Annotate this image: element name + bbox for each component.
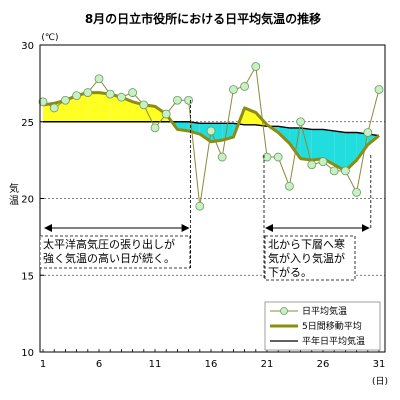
daily-temp-point — [374, 85, 384, 94]
below-normal-area — [311, 129, 323, 161]
x-tick-label: 6 — [96, 359, 102, 370]
daily-temp-point — [161, 109, 171, 119]
daily-temp-point — [296, 117, 306, 127]
annotation-text: 北から下層へ寒 — [268, 237, 345, 251]
y-tick-label: 15 — [21, 271, 34, 282]
x-unit-label: (日) — [372, 376, 388, 387]
daily-temp-point — [105, 89, 115, 99]
below-normal-area — [356, 132, 368, 161]
daily-temp-group — [38, 62, 384, 211]
daily-temp-point — [340, 166, 350, 176]
anomaly-fill — [43, 92, 379, 171]
daily-temp-point — [150, 123, 160, 133]
annotation-box — [264, 235, 356, 281]
normal-line-group — [43, 121, 380, 137]
daily-temp-point — [284, 181, 294, 191]
legend-entry-label: 平年日平均気温 — [302, 335, 365, 347]
daily-temp-point — [139, 100, 149, 110]
daily-temp-point — [61, 95, 70, 105]
y-axis-label-char: 温 — [9, 195, 19, 207]
y-axis-label: 気温 — [9, 182, 19, 207]
daily-temp-point — [184, 95, 194, 105]
x-tick-label: 31 — [373, 359, 386, 370]
daily-temp-point — [363, 128, 373, 137]
daily-temp-point — [307, 160, 317, 170]
daily-temp-point — [72, 91, 81, 101]
y-axis-label-char: 気 — [9, 182, 19, 195]
x-tick-label: 1 — [40, 359, 46, 370]
daily-temp-point — [251, 62, 261, 71]
legend-daily-marker — [280, 307, 288, 315]
daily-temp-point — [217, 152, 227, 162]
x-tick-label: 11 — [149, 359, 162, 370]
legend-entry-label: 5日間移動平均 — [302, 320, 362, 332]
below-normal-area — [323, 129, 335, 165]
y-unit-label: (℃) — [41, 33, 58, 43]
daily-temp-point — [83, 88, 93, 97]
x-tick-label: 16 — [205, 359, 218, 370]
y-tick-label: 20 — [21, 195, 34, 206]
annotation-box — [39, 235, 191, 269]
x-tick-label: 21 — [261, 359, 274, 370]
chart-title: 8月の日立市役所における日平均気温の推移 — [85, 11, 321, 26]
above-normal-area — [110, 94, 122, 122]
above-normal-area — [76, 92, 88, 122]
daily-temp-point — [262, 152, 272, 162]
above-normal-area — [121, 97, 133, 122]
y-tick-label: 25 — [21, 118, 34, 129]
daily-temp-point — [117, 92, 126, 102]
x-tick-label: 26 — [317, 359, 330, 370]
y-tick-label: 30 — [21, 41, 34, 52]
daily-temp-point — [206, 126, 216, 136]
below-normal-area — [222, 123, 234, 141]
below-normal-area — [334, 130, 346, 171]
above-normal-area — [143, 104, 155, 122]
annotation-text: 強く気温の高い日が続く。 — [43, 251, 175, 265]
annotation-text: 太平洋高気圧の張り出しが — [43, 237, 175, 251]
daily-temp-point — [273, 152, 283, 162]
daily-temp-point — [329, 166, 339, 176]
daily-temp-point — [128, 88, 138, 97]
daily-temp-point — [172, 95, 182, 105]
normal-temp-line — [43, 121, 380, 137]
annotation-text: 気が入り気温が — [268, 251, 345, 265]
legend-entry-label: 日平均気温 — [302, 305, 347, 317]
daily-temp-point — [94, 74, 104, 84]
daily-temp-point — [195, 201, 205, 211]
daily-temp-point — [38, 97, 48, 107]
annotation-text: 下がる。 — [268, 265, 312, 279]
daily-temp-point — [240, 82, 250, 91]
y-tick-label: 10 — [21, 348, 34, 359]
daily-temp-point — [318, 157, 328, 167]
daily-temp-point — [352, 187, 362, 197]
daily-temp-point — [49, 103, 59, 113]
daily-temp-point — [228, 85, 238, 94]
above-normal-area — [87, 92, 99, 122]
above-normal-area — [99, 92, 111, 122]
